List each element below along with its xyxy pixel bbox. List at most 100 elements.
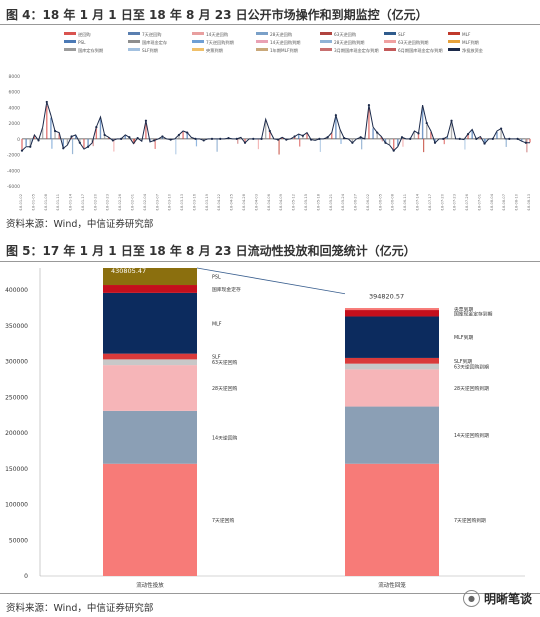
op-bar bbox=[413, 131, 416, 139]
legend-swatch bbox=[64, 48, 76, 51]
net-injection-point bbox=[524, 141, 527, 144]
net-injection-point bbox=[450, 119, 453, 122]
inflow-segment-label: 63天逆回购 bbox=[212, 359, 237, 366]
figure4-chart: 逆回购 7天逆回购 14天逆回购 28天逆回购 63天逆回购 SLF MLF PSL 国库现金定… bbox=[0, 26, 540, 215]
figure5-source: 资料来源：Wind，中信证券研究部 bbox=[6, 603, 154, 614]
net-injection-point bbox=[343, 136, 346, 140]
maturity-bar bbox=[92, 138, 94, 147]
op-bar bbox=[58, 133, 60, 139]
maturity-bar bbox=[340, 138, 342, 144]
x-tick-label: 2018-01-02 bbox=[19, 194, 23, 211]
net-injection-point bbox=[62, 147, 65, 150]
net-injection-point bbox=[400, 136, 404, 139]
legend-swatch bbox=[128, 48, 140, 51]
net-injection-point bbox=[177, 133, 181, 137]
net-injection-point bbox=[210, 137, 214, 140]
category-label-inflow: 流动性投放 bbox=[136, 581, 164, 589]
maturity-bar bbox=[71, 138, 74, 155]
op-bar bbox=[521, 138, 523, 141]
net-injection-point bbox=[483, 142, 486, 145]
outflow-total-label: 394820.57 bbox=[369, 293, 404, 301]
op-bar bbox=[302, 136, 304, 139]
op-bar bbox=[182, 131, 184, 139]
wechat-icon: ● bbox=[462, 590, 480, 607]
maturity-bar bbox=[51, 138, 53, 149]
y-tick-label: 200000 bbox=[5, 430, 28, 437]
legend-swatch bbox=[192, 48, 204, 51]
maturity-bar bbox=[505, 138, 507, 147]
op-bar bbox=[388, 138, 391, 145]
net-injection-point bbox=[45, 100, 48, 104]
net-injection-point bbox=[169, 138, 172, 141]
legend-label: 28天逆回购到期 bbox=[334, 39, 364, 46]
legend-label: 央票到期 bbox=[206, 47, 223, 54]
x-tick-label: 2018-04-06 bbox=[267, 193, 271, 211]
y-tick-label: -4000 bbox=[7, 168, 20, 174]
legend-swatch bbox=[256, 32, 268, 35]
net-injection-point bbox=[268, 129, 271, 133]
figure4-title-rule bbox=[0, 24, 540, 25]
op-bar bbox=[95, 128, 98, 139]
inflow-segment-label: MLF bbox=[212, 321, 222, 327]
op-bar bbox=[79, 138, 81, 143]
y-tick-label: 4000 bbox=[9, 105, 21, 111]
x-tick-label: 2018-03-13 bbox=[180, 194, 184, 211]
maturity-bar bbox=[216, 138, 218, 152]
op-bar bbox=[496, 131, 498, 139]
net-injection-point bbox=[425, 122, 428, 125]
x-tick-label: 2018-07-01 bbox=[477, 194, 481, 211]
outflow-segment bbox=[345, 357, 439, 364]
net-injection-point bbox=[318, 137, 321, 140]
maturity-bar bbox=[423, 138, 425, 153]
net-injection-point bbox=[186, 131, 189, 134]
net-injection-point bbox=[351, 141, 354, 144]
op-bar bbox=[50, 117, 52, 139]
legend-label: 28天逆回购 bbox=[270, 31, 292, 38]
net-injection-point bbox=[334, 114, 337, 117]
net-injection-point bbox=[202, 139, 205, 142]
x-tick-label: 2018-01-11 bbox=[56, 194, 60, 211]
outflow-segment-label: 14天逆回购到期 bbox=[454, 432, 489, 439]
legend-label: 14天逆回购到期 bbox=[270, 39, 300, 46]
outflow-segment bbox=[345, 463, 439, 576]
x-tick-label: 2018-03-10 bbox=[168, 193, 172, 211]
op-bar bbox=[178, 135, 180, 139]
figure4-source: 资料来源：Wind，中信证券研究部 bbox=[6, 219, 154, 230]
net-injection-point bbox=[243, 141, 247, 144]
op-bar bbox=[529, 138, 531, 143]
net-injection-point bbox=[491, 137, 494, 140]
y-tick-label: 0 bbox=[24, 573, 28, 580]
legend-label: 63天逆回购 bbox=[334, 31, 356, 38]
op-bar bbox=[372, 128, 374, 139]
inflow-segment bbox=[103, 463, 197, 576]
outflow-segment bbox=[345, 406, 439, 464]
net-injection-point bbox=[516, 137, 519, 140]
net-injection-point bbox=[136, 136, 139, 140]
op-bar bbox=[298, 134, 300, 139]
net-injection-point bbox=[260, 137, 263, 140]
inflow-segment bbox=[103, 285, 197, 293]
y-tick-label: 350000 bbox=[5, 323, 28, 330]
x-tick-label: 2018-07-17 bbox=[428, 194, 432, 211]
legend-swatch bbox=[256, 40, 268, 43]
net-injection-point bbox=[153, 139, 156, 142]
x-tick-label: 2018-01-17 bbox=[81, 194, 85, 211]
net-injection-point bbox=[252, 137, 255, 140]
legend-label: 国库现金定存 bbox=[142, 39, 167, 46]
x-tick-label: 2018-05-21 bbox=[329, 194, 333, 211]
outflow-segment-label: MLF到期 bbox=[454, 334, 473, 341]
legend-label: 6月期国库现金定存到期 bbox=[398, 47, 443, 54]
op-bar bbox=[281, 137, 283, 139]
net-injection-line bbox=[21, 101, 530, 152]
outflow-segment-label: 央票到期 bbox=[454, 306, 473, 313]
maturity-bar bbox=[30, 138, 32, 144]
net-injection-point bbox=[392, 149, 395, 152]
op-bar bbox=[186, 133, 188, 139]
figure5-title-rule bbox=[0, 261, 540, 262]
x-tick-label: 2018-06-11 bbox=[403, 194, 407, 211]
inflow-segment-label: 28天逆回购 bbox=[212, 385, 237, 392]
figure5-title: 图 5：17 年 1 月 1 日至 18 年 8 月 23 日流动性投放和回笼统… bbox=[6, 244, 416, 258]
op-bar bbox=[331, 133, 333, 139]
legend-label: 14天逆回购 bbox=[206, 31, 228, 38]
net-injection-point bbox=[301, 134, 304, 137]
